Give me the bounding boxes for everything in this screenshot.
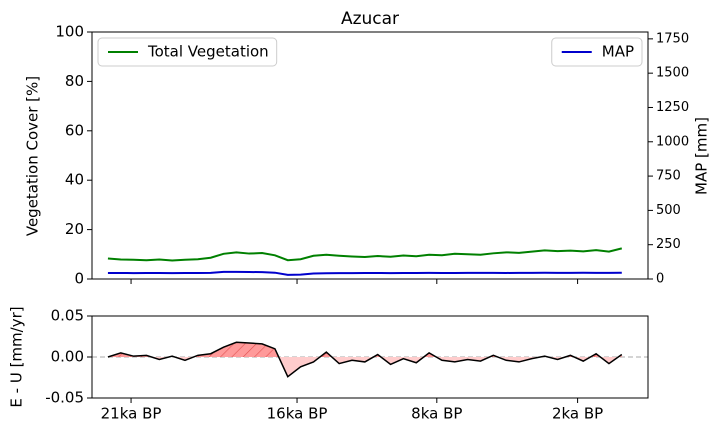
y-tick-label: 1250 <box>656 100 689 115</box>
y-tick-label: 750 <box>656 169 681 184</box>
y-tick-label: 1750 <box>656 31 689 46</box>
y-tick-label: 0 <box>74 270 84 288</box>
legend-label: Total Vegetation <box>147 43 269 61</box>
data-line <box>107 341 623 378</box>
x-tick-label: 2ka BP <box>552 405 603 423</box>
y-tick-label: 250 <box>656 237 681 252</box>
x-tick-label: 8ka BP <box>411 405 462 423</box>
data-line <box>107 270 622 276</box>
chart-title: Azucar <box>341 9 399 29</box>
y-tick-label: 100 <box>55 23 84 41</box>
y-tick-label: 20 <box>65 220 84 238</box>
x-tick-label: 16ka BP <box>267 405 328 423</box>
y-tick-label: 1000 <box>656 134 689 149</box>
legend: MAP <box>551 37 643 67</box>
y-tick-label: 500 <box>656 203 681 218</box>
y-tick-label: 80 <box>65 72 84 90</box>
legend-label: MAP <box>602 43 634 61</box>
y-tick-label: -0.05 <box>45 389 84 407</box>
y-tick-label: 0.05 <box>51 307 84 325</box>
legend-box <box>551 37 643 67</box>
y-tick-label: 60 <box>65 121 84 139</box>
y-tick-label: 1500 <box>656 66 689 81</box>
y-axis-label: E - U [mm/yr] <box>8 306 26 407</box>
y-tick-label: 0.00 <box>51 348 84 366</box>
x-tick-label: 21ka BP <box>101 405 162 423</box>
y2-axis-label: MAP [mm] <box>693 117 711 195</box>
plot-frame <box>91 31 649 280</box>
legend-box <box>97 37 278 67</box>
legend: Total Vegetation <box>97 37 278 67</box>
plot-frame <box>91 315 649 399</box>
positive-hatch <box>107 342 622 357</box>
negative-area <box>107 357 622 377</box>
y-axis-label: Vegetation Cover [%] <box>24 76 42 236</box>
data-line <box>107 247 623 262</box>
y-tick-label: 0 <box>656 272 664 287</box>
y-tick-label: 40 <box>65 171 84 189</box>
